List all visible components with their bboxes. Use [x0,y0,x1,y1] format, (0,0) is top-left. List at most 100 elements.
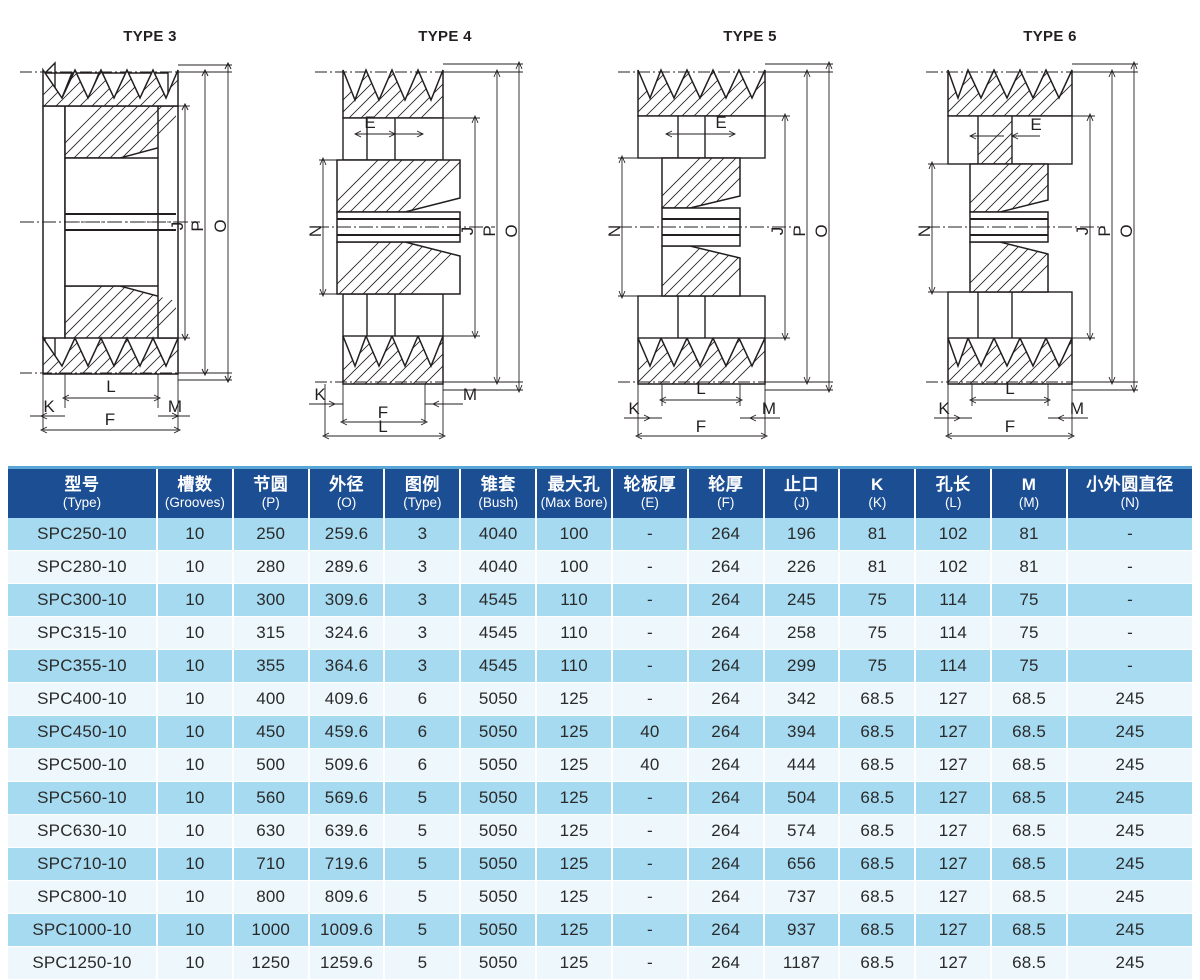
table-row: SPC300-10 10 300 309.6 3 4545 110-264 245 75 114 7… [8,583,1192,617]
cell-value: 40 [611,715,689,749]
cell-value: 125 [536,880,613,914]
cell-value: 309.6 [308,583,386,617]
cell-value: 450 [232,715,310,749]
cell-model: SPC300-10 [8,583,158,617]
cell-value: 264 [687,649,765,683]
cell-value: 81 [991,517,1068,551]
dim-label-K: K [938,399,950,418]
cell-value: 245 [1067,682,1192,716]
cell-value: 102 [915,517,993,551]
cell-value: 937 [763,913,841,947]
cell-value: 10 [157,913,234,947]
cell-value: 289.6 [308,550,386,584]
cell-model: SPC250-10 [8,517,158,551]
cell-value: 110 [536,649,613,683]
cell-value: 68.5 [839,946,917,980]
cell-value: 639.6 [308,814,386,848]
dim-label-P: P [188,220,207,231]
cell-value: 444 [763,748,841,782]
cell-value: 259.6 [308,517,386,551]
cell-value: 5 [384,880,462,914]
table-row: SPC250-10 10 250 259.6 3 4040 100-264 196 81 102 8… [8,517,1192,551]
cell-value: 81 [839,517,917,551]
dim-label-J: J [168,222,187,231]
column-header-en: (E) [640,495,659,511]
cell-value: 75 [839,649,917,683]
spec-table-wrap: 型号 (Type) 槽数 (Grooves) 节圆 (P) 外径 (O) 图例 (Type) 锥套(… [8,466,1192,980]
cell-value: 127 [915,814,993,848]
cell-value: 100 [536,550,613,584]
column-header-6: 锥套 (Bush) [460,467,538,518]
cell-value: 68.5 [839,880,917,914]
column-header-en: (J) [793,495,810,511]
cell-value: 264 [687,583,765,617]
cell-value: 264 [687,847,765,881]
column-header-9: 轮厚 (F) [687,467,765,518]
cell-model: SPC355-10 [8,649,158,683]
column-header-13: M (M) [991,467,1068,518]
cell-model: SPC560-10 [8,781,158,815]
dim-label-N: N [306,225,325,237]
column-header-8: 轮板厚 (E) [611,467,689,518]
cell-value: 245 [1067,748,1192,782]
cell-value: 245 [1067,814,1192,848]
cell-value: 110 [536,583,613,617]
cell-value: 5 [384,946,462,980]
cell-value: 10 [157,616,234,650]
figure-type-4: TYPE 4 [295,0,595,455]
cell-value: 264 [687,616,765,650]
cell-value: 264 [687,913,765,947]
table-row: SPC280-10 10 280 289.6 3 4040 100-264 226 81 102 8… [8,550,1192,584]
cell-value: 10 [157,583,234,617]
cell-value: 394 [763,715,841,749]
column-header-1: 型号 (Type) [8,467,158,518]
cell-value: 504 [763,781,841,815]
cell-value: 1000 [232,913,310,947]
cell-value: 81 [839,550,917,584]
figure-type-6: TYPE 6 [900,0,1200,455]
cell-value: 5050 [460,781,538,815]
cell-value: - [611,781,689,815]
table-row: SPC355-10 10 355 364.6 3 4545 110-264 299 75 114 7… [8,649,1192,683]
column-header-cn: M [1021,475,1037,494]
dim-label-J: J [458,227,477,236]
cell-value: 68.5 [839,715,917,749]
cell-value: 127 [915,682,993,716]
cell-value: 324.6 [308,616,386,650]
column-header-11: K (K) [839,467,917,518]
cell-value: - [611,583,689,617]
cell-value: 264 [687,517,765,551]
cell-value: 245 [1067,913,1192,947]
dim-label-N: N [915,225,934,237]
cell-value: 3 [384,616,462,650]
cell-value: 10 [157,847,234,881]
cell-value: 10 [157,550,234,584]
cell-value: 127 [915,946,993,980]
column-header-3: 节圆 (P) [232,467,310,518]
cell-value: 68.5 [991,814,1068,848]
cell-value: 264 [687,946,765,980]
column-header-en: (Type) [403,495,442,511]
cell-value: 6 [384,715,462,749]
cell-value: 245 [763,583,841,617]
cell-value: 68.5 [839,748,917,782]
cell-value: - [1067,550,1192,584]
cell-value: 196 [763,517,841,551]
cell-value: 5 [384,814,462,848]
column-header-en: (Max Bore) [540,495,608,511]
cell-value: 5 [384,913,462,947]
cell-value: 264 [687,715,765,749]
figure-type-3: TYPE 3 [0,0,300,455]
figure-type-4-drawing: E N [306,60,523,440]
cell-value: 5050 [460,913,538,947]
column-header-en: (M) [1018,495,1040,511]
dim-label-E: E [1030,115,1041,134]
cell-model: SPC280-10 [8,550,158,584]
cell-value: 68.5 [991,781,1068,815]
spec-table: 型号 (Type) 槽数 (Grooves) 节圆 (P) 外径 (O) 图例 (Type) 锥套(… [8,466,1192,980]
cell-value: 3 [384,517,462,551]
dim-label-L: L [1005,379,1014,398]
cell-value: 364.6 [308,649,386,683]
cell-value: 5050 [460,682,538,716]
cell-value: 710 [232,847,310,881]
